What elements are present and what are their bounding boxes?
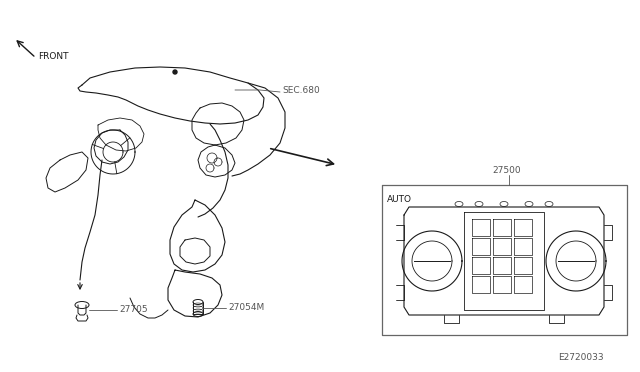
Text: 27705: 27705 bbox=[119, 305, 148, 314]
Text: FRONT: FRONT bbox=[38, 52, 68, 61]
Circle shape bbox=[173, 70, 177, 74]
Text: 27500: 27500 bbox=[492, 166, 520, 174]
Text: AUTO: AUTO bbox=[387, 195, 412, 204]
Text: SEC.680: SEC.680 bbox=[282, 86, 320, 94]
Text: E2720033: E2720033 bbox=[558, 353, 604, 362]
Text: 27054M: 27054M bbox=[228, 304, 264, 312]
